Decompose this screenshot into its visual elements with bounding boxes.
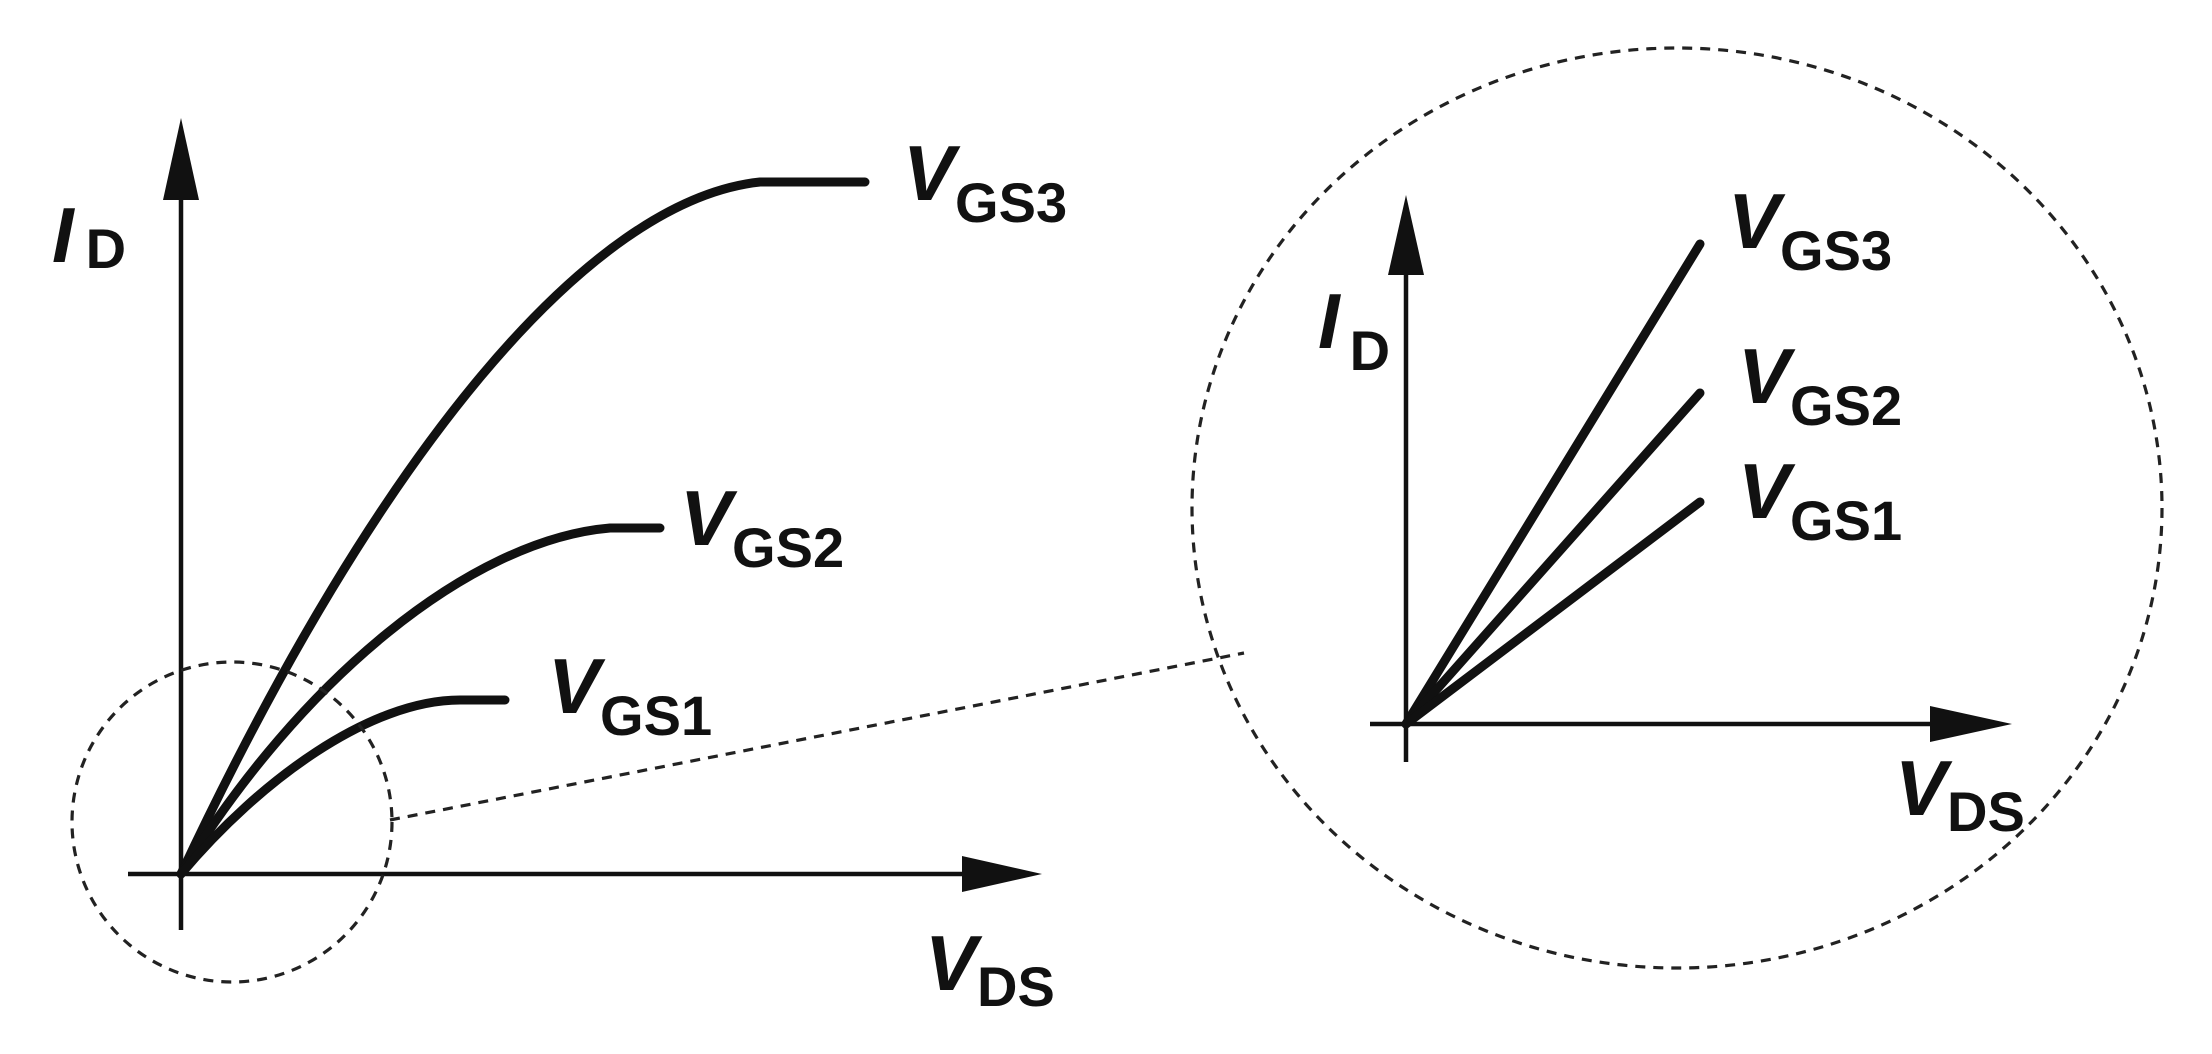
left-zoom-circle (70, 660, 394, 984)
zoom-circle (1190, 46, 2164, 970)
left-y-axis-arrow (163, 118, 199, 200)
zoom-line-vgs2 (1401, 388, 1705, 729)
left-x-axis-label: VDS (925, 919, 1055, 1018)
label-vgs2: VGS2 (680, 474, 844, 579)
zoom-x-axis-arrow (1930, 706, 2012, 742)
zoom-line-vgs3 (1401, 239, 1705, 729)
curve-vgs1 (176, 695, 510, 879)
label-vgs3: VGS3 (903, 129, 1067, 234)
zoom-label-vgs1: VGS1 (1738, 447, 1902, 552)
curve-vgs3 (176, 177, 870, 879)
zoom-label-vgs2: VGS2 (1738, 332, 1902, 437)
zoom-connector-line (389, 651, 1245, 822)
left-x-axis-arrow (962, 856, 1042, 892)
zoom-label-vgs3: VGS3 (1728, 177, 1892, 282)
zoom-x-axis-label: VDS (1895, 744, 2025, 843)
zoom-line-vgs1 (1401, 497, 1705, 729)
zoom-y-axis-arrow (1388, 195, 1424, 275)
label-vgs1: VGS1 (548, 642, 712, 747)
curve-vgs2 (176, 523, 665, 879)
